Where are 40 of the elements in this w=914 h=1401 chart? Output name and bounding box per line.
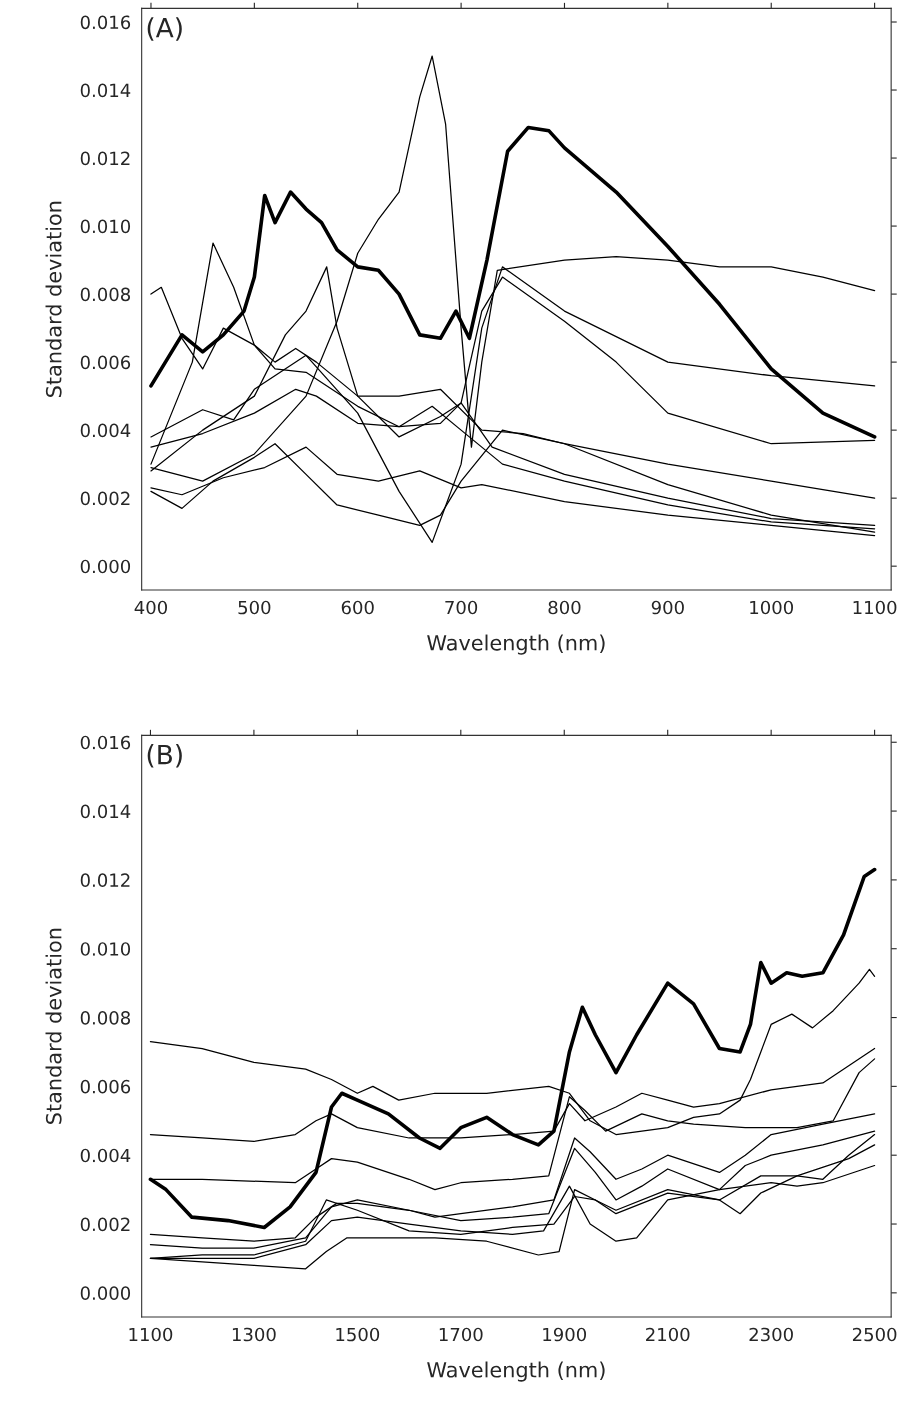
y-tick-label: 0.010 — [80, 219, 131, 234]
y-tick-label: 0.014 — [80, 804, 131, 819]
y-tick-label: 0.002 — [80, 491, 130, 506]
x-tick-label: 1100 — [853, 600, 897, 615]
y-tick-label: 0.016 — [80, 15, 131, 30]
x-tick-label: 1700 — [439, 1327, 483, 1342]
x-tick-label: 1100 — [129, 1327, 173, 1342]
y-tick-label: 0.008 — [80, 287, 131, 302]
x-axis-title: Wavelength (nm) — [427, 634, 605, 655]
y-tick-label: 0.008 — [80, 1011, 131, 1025]
y-tick-label: 0.012 — [80, 151, 130, 166]
x-tick-label: 1300 — [232, 1327, 276, 1342]
y-tick-label: 0.000 — [80, 559, 131, 574]
y-tick-label: 0.014 — [80, 83, 131, 98]
x-tick-label: 1900 — [543, 1327, 587, 1342]
y-tick-label: 0.006 — [80, 355, 131, 370]
y-tick-label: 0.016 — [80, 735, 131, 750]
y-tick-label: 0.004 — [80, 1148, 131, 1163]
annotation: (A) — [147, 17, 182, 41]
x-tick-label: 400 — [134, 600, 168, 615]
x-tick-label: 2500 — [852, 1327, 897, 1342]
y-tick-label: 0.004 — [80, 423, 131, 438]
x-tick-label: 600 — [341, 600, 374, 615]
y-axis-title: Standard deviation — [45, 928, 62, 1124]
x-tick-label: 700 — [445, 600, 478, 615]
y-tick-label: 0.012 — [80, 873, 130, 888]
y-tick-label: 0.000 — [80, 1286, 131, 1300]
x-tick-label: 900 — [651, 600, 684, 615]
x-tick-label: 800 — [548, 600, 581, 615]
x-axis-title: Wavelength (nm) — [427, 1361, 605, 1382]
y-tick-label: 0.010 — [80, 942, 131, 956]
annotation: (B) — [147, 744, 182, 768]
y-tick-label: 0.006 — [80, 1079, 131, 1094]
x-tick-label: 500 — [238, 600, 271, 615]
y-axis-title: Standard deviation — [45, 201, 62, 397]
x-tick-label: 1500 — [336, 1327, 380, 1342]
x-tick-label: 2300 — [749, 1327, 793, 1342]
x-tick-label: 2100 — [646, 1327, 690, 1342]
x-tick-label: 1000 — [750, 600, 794, 615]
y-tick-label: 0.002 — [80, 1217, 130, 1232]
